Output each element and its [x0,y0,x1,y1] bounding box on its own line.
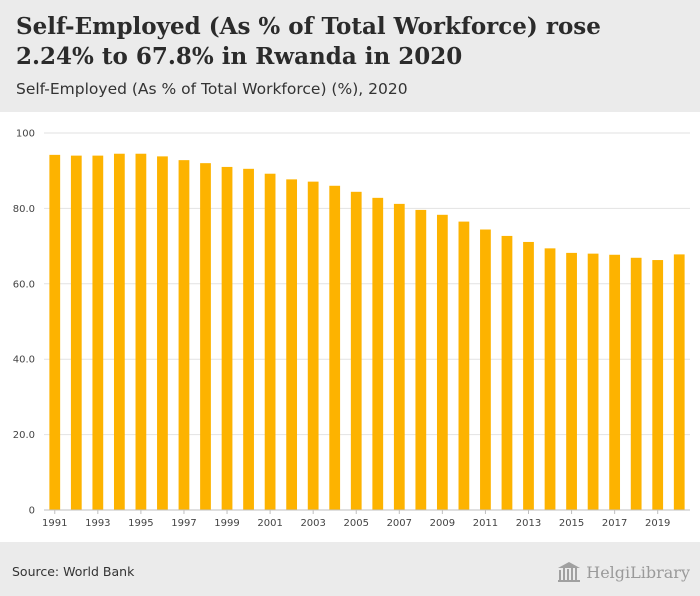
bar-2002 [286,179,298,510]
x-tick-label: 2001 [257,518,282,529]
bar-2014 [544,248,556,510]
x-tick-label: 1995 [128,518,153,529]
x-tick-label: 1993 [85,518,110,529]
bar-2009 [436,214,448,510]
bar-1994 [113,153,125,511]
page-title: Self-Employed (As % of Total Workforce) … [16,13,601,70]
y-tick-label: 100 [16,129,35,140]
x-tick-label: 2011 [473,518,498,529]
library-icon [558,562,581,582]
x-tick-label: 1999 [214,518,239,529]
bar-2018 [630,257,642,510]
bar-1998 [200,163,211,510]
bar-2016 [587,253,599,510]
x-tick-label: 2005 [344,518,369,529]
x-tick-label: 2013 [516,518,541,529]
brand-name: HelgiLibrary [586,562,690,582]
x-tick-label: 2003 [300,518,325,529]
bar-2007 [393,203,405,510]
x-tick-label: 2017 [602,518,627,529]
x-tick-label: 1997 [171,518,196,529]
bar-2005 [350,191,362,510]
bar-2017 [609,254,621,510]
x-tick-label: 2007 [387,518,412,529]
bar-2000 [243,168,254,510]
bar-2019 [652,260,664,510]
bar-2004 [329,185,341,510]
bar-1995 [135,153,147,511]
bar-2008 [415,209,427,510]
y-tick-label: 40.0 [13,355,35,366]
bar-2011 [480,229,491,510]
x-tick-label: 1991 [42,518,67,529]
y-tick-label: 60.0 [13,279,35,290]
bar-2020 [673,254,685,510]
bar-1999 [221,166,233,510]
bar-2010 [458,221,470,510]
bar-2001 [264,173,276,510]
bar-2006 [372,197,384,510]
chart-area: 0 20.0 40.0 60.0 80.0 100 1991 1993 1995 1997 1999… [0,112,700,542]
bar-2012 [501,235,513,510]
y-tick-label: 0 [29,506,35,517]
y-tick-label: 20.0 [13,430,35,441]
bar-2015 [566,252,577,511]
bar-1996 [157,156,168,510]
bar-1992 [70,155,82,510]
bar-2003 [307,181,319,510]
x-tick-label: 2009 [430,518,455,529]
bar-1991 [49,154,61,510]
brand-logo[interactable]: HelgiLibrary [558,560,690,584]
bar-2013 [523,241,534,510]
x-tick-label: 2019 [645,518,670,529]
header-panel: Self-Employed (As % of Total Workforce) … [0,0,700,112]
bar-chart: 0 20.0 40.0 60.0 80.0 100 1991 1993 1995 1997 1999… [13,129,690,529]
x-tick-label: 2015 [559,518,584,529]
bar-1993 [92,155,104,510]
bar-1997 [178,160,190,511]
page-subtitle: Self-Employed (As % of Total Workforce) … [16,80,408,98]
footer-panel: Source: World Bank HelgiLibrary [0,542,700,596]
source-label: Source: World Bank [12,564,135,579]
y-tick-label: 80.0 [13,204,35,215]
